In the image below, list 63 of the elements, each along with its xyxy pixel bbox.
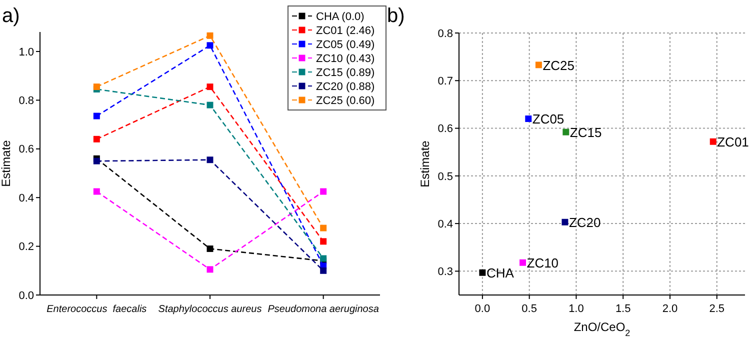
series-label: ZC05: [532, 112, 564, 127]
point: [206, 245, 214, 252]
y-tick-label: 0.4: [438, 218, 453, 230]
y-tick-label: 0.4: [18, 192, 34, 204]
chart-title: b): [387, 5, 405, 27]
legend-label: ZC25 (0.60): [316, 94, 375, 107]
legend-label: ZC20 (0.88): [316, 80, 375, 93]
point: [320, 238, 327, 245]
point: [206, 102, 214, 108]
y-tick-label: 1.0: [18, 46, 34, 58]
point: [320, 267, 327, 274]
point: [520, 259, 526, 266]
series-label: ZC20: [568, 215, 601, 230]
point: [93, 158, 100, 164]
x-tick-label: 2.0: [662, 303, 678, 315]
legend-label: CHA (0.0): [316, 10, 364, 23]
point: [320, 224, 327, 232]
series-label: ZC15: [570, 125, 602, 140]
y-tick-label: 0.7: [438, 75, 453, 88]
y-tick-label: 0.2: [18, 241, 34, 254]
point: [320, 188, 327, 195]
y-tick-label: 0.6: [438, 123, 453, 136]
x-tick-label: 0.5: [522, 303, 537, 315]
point: [93, 112, 100, 120]
x-tick-label: 1.0: [568, 303, 584, 315]
point: [535, 62, 542, 68]
point: [562, 128, 570, 136]
point: [710, 138, 716, 145]
point: [206, 266, 214, 273]
series-label: ZC10: [526, 256, 559, 271]
y-tick-label: 0.0: [18, 290, 34, 302]
legend-label: ZC05 (0.49): [316, 38, 375, 51]
x-axis-title: ZnO/CeO$_{2}$: [574, 320, 630, 337]
x-tick-label: 1.5: [615, 303, 631, 315]
series-label: ZC25: [542, 58, 574, 73]
y-tick-label: 0.5: [438, 170, 453, 183]
point: [206, 42, 214, 49]
series-label: CHA: [486, 266, 514, 281]
point: [525, 116, 532, 122]
y-tick-label: 0.6: [18, 144, 34, 156]
x-tick-label: Pseudomona aeruginosa: [268, 304, 380, 315]
series-label: ZC01: [717, 134, 749, 150]
legend-label: ZC10 (0.43): [316, 52, 375, 65]
legend-label: ZC15 (0.89): [316, 66, 375, 79]
x-tick-label: 2.5: [709, 303, 725, 315]
x-tick-label: 0.0: [474, 303, 490, 315]
point: [206, 156, 214, 164]
point: [93, 188, 100, 195]
point: [206, 32, 214, 39]
chart-title: a): [2, 5, 20, 27]
x-tick-label: Enterococcus faecalis: [46, 304, 147, 315]
x-tick-label: Staphylococcus aureus: [158, 304, 262, 315]
point: [479, 269, 486, 276]
point: [206, 84, 214, 90]
legend-label: ZC01 (2.46): [316, 24, 375, 37]
point: [93, 136, 100, 142]
y-tick-label: 0.8: [438, 28, 453, 40]
y-tick-label: 0.8: [18, 95, 34, 108]
y-tick-label: 0.3: [438, 266, 453, 278]
point: [320, 255, 327, 262]
point: [562, 218, 568, 226]
y-axis-title: Estimate: [0, 140, 13, 187]
y-axis-title: Estimate: [418, 140, 432, 188]
